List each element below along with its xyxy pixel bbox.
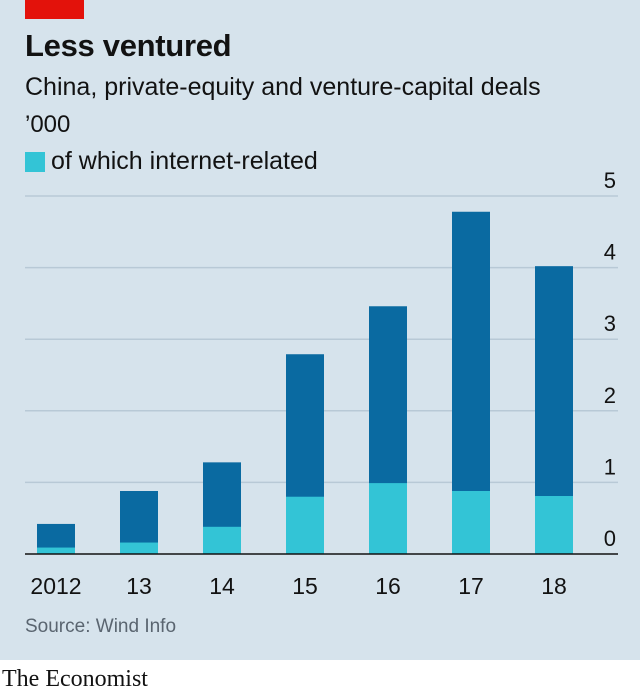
chart-panel: Less ventured China, private-equity and … [0, 0, 640, 660]
y-tick-label: 4 [604, 240, 616, 265]
chart-title: Less ventured [25, 28, 232, 63]
bar-internet [37, 547, 75, 554]
bar-internet [286, 496, 324, 554]
bar-internet [120, 542, 158, 554]
bar-internet [203, 526, 241, 554]
bars [37, 211, 573, 554]
publisher-brand: The Economist [2, 666, 148, 692]
y-tick-label: 0 [604, 526, 616, 551]
legend: of which internet-related [25, 147, 318, 176]
x-tick-label: 15 [292, 573, 318, 599]
x-tick-label: 14 [209, 573, 235, 599]
source-note: Source: Wind Info [25, 616, 177, 637]
axes: 0 1 2 3 4 5 2012 13 14 15 16 17 18 [25, 168, 618, 599]
legend-swatch [25, 151, 45, 172]
bar-internet [535, 496, 573, 554]
legend-label: of which internet-related [51, 147, 318, 175]
y-tick-label: 2 [604, 383, 616, 408]
bar-internet [369, 483, 407, 554]
chart-unit: ’000 [25, 111, 71, 138]
brand-red-tag [25, 0, 84, 19]
x-tick-label: 17 [458, 573, 484, 599]
x-tick-label: 2012 [30, 573, 81, 599]
x-tick-label: 16 [375, 573, 401, 599]
chart-subtitle: China, private-equity and venture-capita… [25, 73, 541, 101]
y-tick-label: 5 [604, 168, 616, 193]
y-tick-label: 1 [604, 454, 616, 479]
x-tick-label: 13 [126, 573, 152, 599]
bar-internet [452, 490, 490, 554]
y-tick-label: 3 [604, 311, 616, 336]
bar-chart: 0 1 2 3 4 5 2012 13 14 15 16 17 18 [25, 168, 618, 599]
x-tick-label: 18 [541, 573, 567, 599]
